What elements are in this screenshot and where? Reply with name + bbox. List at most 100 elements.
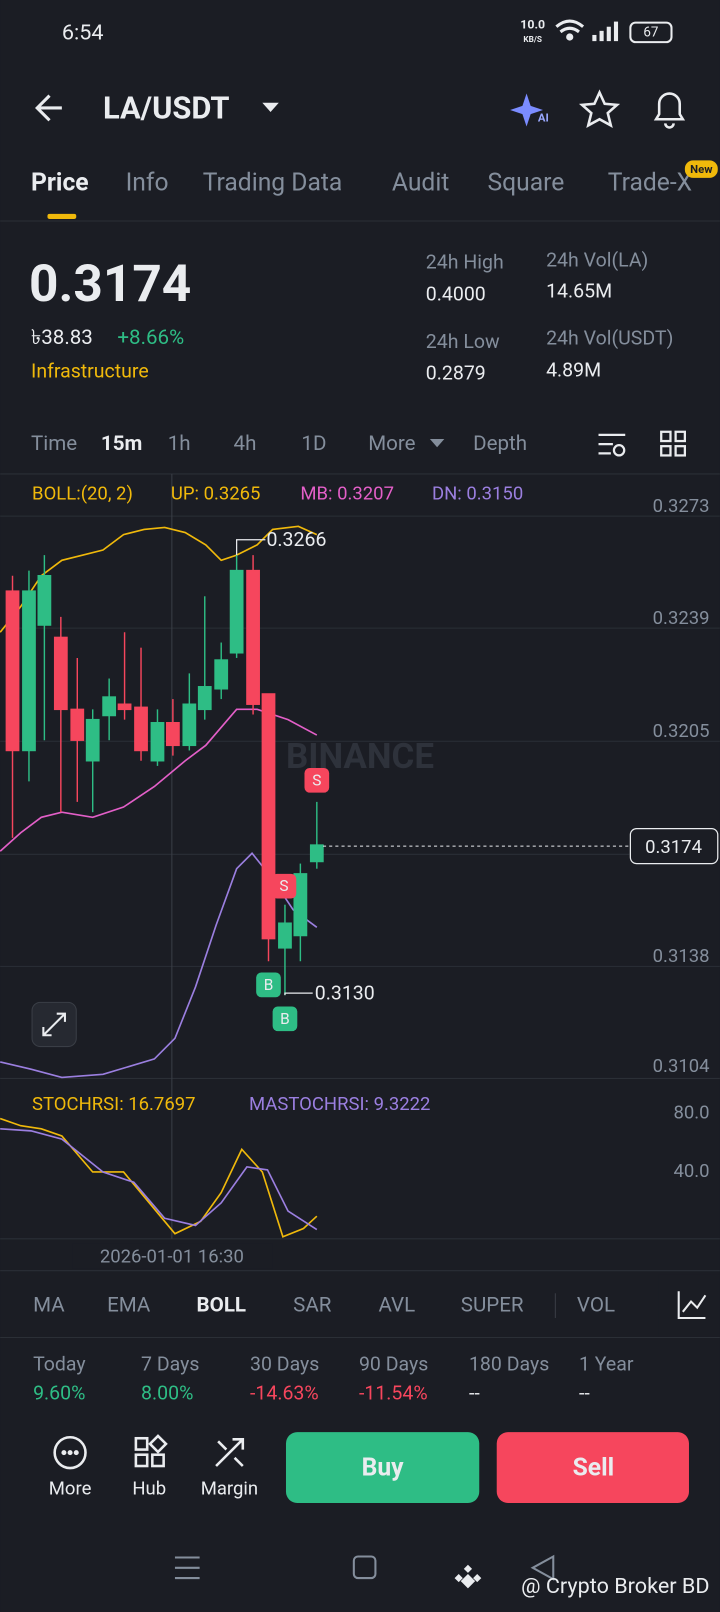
sell-label[interactable]: Sell — [573, 1454, 615, 1483]
indicator[interactable]: SUPER — [461, 1294, 524, 1318]
nav-home[interactable] — [352, 1555, 377, 1580]
period: 7 Days — [141, 1353, 199, 1376]
interval[interactable]: More — [368, 432, 415, 456]
tab[interactable]: Trading Data — [203, 168, 343, 197]
price-axis-label: 0.3104 — [653, 1055, 710, 1077]
back-button[interactable] — [35, 94, 62, 122]
pair-dropdown[interactable] — [262, 102, 279, 113]
buy-marker-label: B — [264, 976, 274, 994]
sell-button[interactable] — [496, 1432, 689, 1504]
more-dropdown[interactable] — [429, 438, 445, 448]
battery-level: 67 — [643, 25, 658, 40]
period-change: -- — [579, 1382, 590, 1405]
price-axis-label: 0.3138 — [653, 945, 710, 967]
period-change: 8.00% — [141, 1382, 193, 1405]
buy-marker — [256, 972, 281, 998]
tab[interactable]: Price — [31, 168, 89, 197]
boll-up: UP: 0.3265 — [171, 482, 261, 504]
stat-value: 0.2879 — [426, 362, 486, 385]
category-tag[interactable]: Infrastructure — [31, 360, 149, 383]
stochrsi-value: STOCHRSI: 16.7697 — [32, 1093, 195, 1115]
crosshair-time: 2026-01-01 16:30 — [100, 1245, 244, 1267]
net-unit: KB/S — [523, 35, 542, 45]
price-change: +8.66% — [117, 326, 184, 350]
chart-settings[interactable] — [598, 433, 626, 457]
stat-value: 14.65M — [546, 279, 612, 302]
favorite-button[interactable] — [578, 89, 621, 128]
period-change: -- — [469, 1382, 480, 1405]
local-price: ৳38.83 — [31, 326, 93, 350]
buy-label[interactable]: Buy — [362, 1454, 405, 1483]
battery-icon — [629, 21, 673, 44]
indicator[interactable]: BOLL — [197, 1294, 247, 1318]
indicator[interactable]: EMA — [107, 1294, 151, 1318]
nav-menu[interactable] — [174, 1556, 200, 1580]
time-label-bg — [72, 1243, 273, 1269]
new-badge-bg — [684, 160, 718, 178]
sell-marker-label: S — [279, 877, 288, 895]
interval[interactable]: 1D — [301, 432, 326, 456]
performance: Today 9.60% 7 Days 8.00% 30 Days -14.63%… — [33, 1353, 634, 1405]
action-label[interactable]: Hub — [132, 1478, 166, 1500]
action-label[interactable]: Margin — [201, 1478, 258, 1500]
indicator[interactable]: SAR — [293, 1294, 332, 1318]
interval[interactable]: 15m — [101, 432, 142, 456]
buy-button[interactable] — [285, 1432, 480, 1504]
layout-button[interactable] — [660, 430, 686, 457]
ai-badge: AI — [538, 112, 549, 125]
period: 30 Days — [250, 1353, 319, 1376]
pair-title[interactable]: LA/USDT — [103, 89, 230, 126]
mastochrsi-value: MASTOCHRSI: 9.3222 — [249, 1093, 430, 1115]
tab[interactable]: Trade-X — [608, 168, 692, 197]
indicator-settings[interactable] — [677, 1291, 707, 1320]
wifi-icon — [555, 19, 585, 41]
action-label[interactable]: More — [49, 1478, 92, 1500]
indicator[interactable]: VOL — [577, 1294, 615, 1318]
stoch-axis-label: 40.0 — [673, 1160, 709, 1182]
stat-label: 24h Vol(LA) — [546, 249, 648, 272]
tab[interactable]: Info — [126, 168, 169, 197]
new-badge: New — [690, 163, 713, 176]
more-icon[interactable] — [53, 1435, 87, 1470]
fullscreen-button[interactable] — [31, 1001, 77, 1048]
stat-label: 24h Vol(USDT) — [546, 327, 673, 350]
indicator[interactable]: MA — [33, 1294, 65, 1318]
period: Today — [33, 1353, 86, 1376]
tab[interactable]: Square — [487, 168, 564, 197]
period: 1 Year — [579, 1353, 634, 1376]
price-axis-label: 0.3273 — [653, 495, 710, 517]
margin-icon[interactable] — [215, 1438, 245, 1467]
mastochrsi-line — [0, 1127, 318, 1231]
interval[interactable]: Time — [31, 432, 77, 456]
current-price-box — [629, 828, 719, 865]
period: 90 Days — [359, 1353, 428, 1376]
boll-mb: MB: 0.3207 — [300, 482, 394, 504]
price-axis-label: 0.3239 — [653, 607, 710, 629]
watermark-logo — [454, 1564, 482, 1589]
tab[interactable]: Audit — [392, 168, 450, 197]
period-change: -11.54% — [359, 1382, 428, 1405]
interval[interactable]: 4h — [234, 432, 257, 456]
nav-back[interactable] — [530, 1554, 555, 1581]
hub-icon[interactable] — [134, 1434, 168, 1468]
low-label: 0.3130 — [315, 982, 375, 1005]
buy-marker-label: B — [280, 1010, 290, 1028]
sell-marker — [271, 873, 297, 899]
stat-label: 24h High — [426, 251, 504, 274]
interval[interactable]: 1h — [168, 432, 191, 456]
indicator[interactable]: AVL — [379, 1294, 416, 1318]
net-speed: 10.0 — [520, 19, 545, 33]
alert-button[interactable] — [653, 92, 686, 129]
high-pointer — [236, 539, 266, 556]
interval[interactable]: Depth — [473, 432, 527, 456]
tab-indicator — [47, 213, 77, 219]
ai-icon[interactable] — [510, 93, 543, 127]
period-change: -14.63% — [250, 1382, 319, 1405]
sell-marker-label: S — [312, 771, 321, 789]
stat-value: 0.4000 — [426, 283, 486, 306]
stochrsi-line — [0, 1117, 318, 1238]
status-time: 6:54 — [62, 20, 104, 45]
